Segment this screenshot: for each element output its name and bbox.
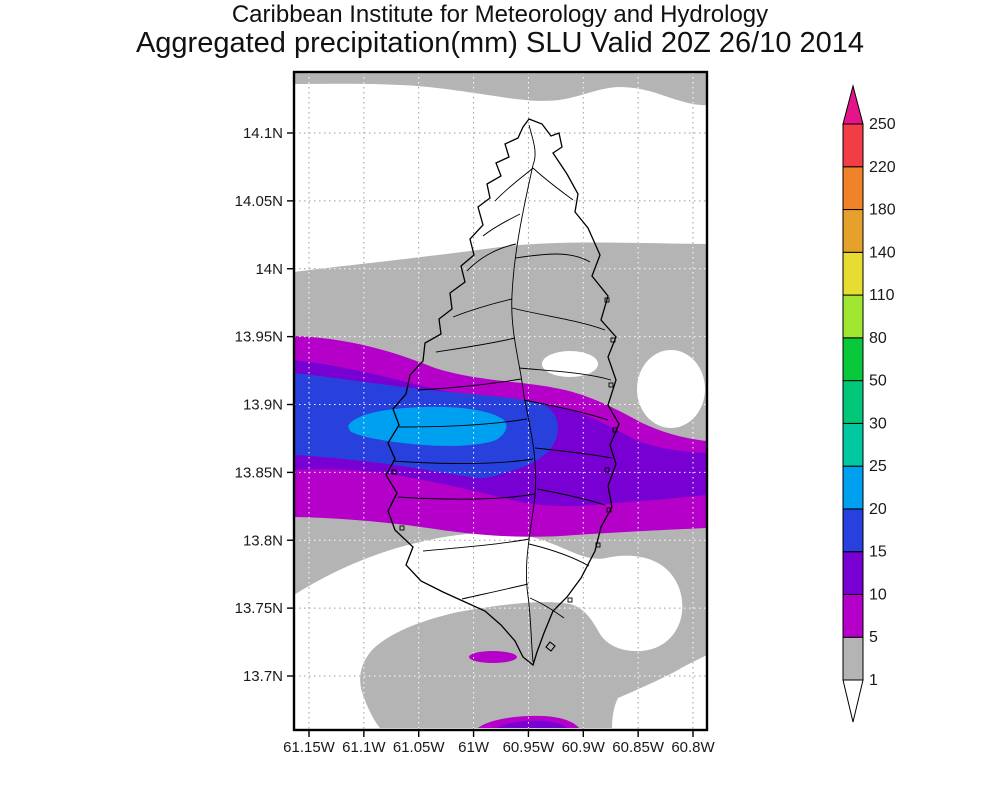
- precip-region-1-5mm-north: [294, 72, 707, 106]
- colorbar-level-label: 15: [869, 544, 887, 561]
- colorbar-segment: [842, 251, 864, 296]
- colorbar-segment: [842, 380, 864, 424]
- colorbar-level-label: 80: [869, 330, 887, 347]
- colorbar-level-label: 10: [869, 586, 887, 603]
- x-axis: 61.15W 61.1W 61.05W 61W 60.95W 60.9W 60.85W 60.…: [283, 730, 716, 756]
- colorbar-segment: [842, 465, 864, 510]
- colorbar-segment: [842, 636, 864, 681]
- precip-patch-south-edge-inner: [496, 720, 567, 728]
- x-tick-label: 61.1W: [342, 739, 386, 756]
- colorbar-level-label: 1: [869, 672, 878, 689]
- colorbar-segment: [842, 508, 864, 553]
- colorbar-segment: [842, 123, 864, 168]
- institute-title: Caribbean Institute for Meteorology and …: [231, 1, 769, 28]
- colorbar-level-label: 180: [869, 202, 896, 219]
- precipitation-contours: [294, 72, 707, 728]
- x-tick-label: 60.95W: [503, 739, 556, 756]
- offshore-islet: [545, 641, 556, 652]
- colorbar-segment: [842, 337, 864, 382]
- x-tick-label: 60.9W: [562, 739, 606, 756]
- colorbar-segment: [842, 593, 864, 638]
- colorbar-level-label: 50: [869, 373, 887, 390]
- y-tick-label: 13.7N: [243, 668, 283, 685]
- colorbar-segment: [842, 294, 864, 339]
- x-tick-label: 61.05W: [393, 739, 446, 756]
- colorbar-level-label: 25: [869, 458, 887, 475]
- x-tick-label: 61W: [458, 739, 490, 756]
- colorbar-level-label: 250: [869, 116, 896, 133]
- x-tick-label: 60.8W: [671, 739, 715, 756]
- colorbar-level-label: 20: [869, 501, 887, 518]
- y-tick-label: 13.85N: [235, 464, 283, 481]
- colorbar-arrow-over: [842, 84, 864, 125]
- y-tick-label: 13.9N: [243, 397, 283, 414]
- coastal-settlement-marks: [391, 297, 618, 603]
- colorbar-segment: [842, 551, 864, 595]
- product-title: Aggregated precipitation(mm) SLU Valid 2…: [135, 27, 865, 59]
- map-titles: Caribbean Institute for Meteorology and …: [0, 1, 1000, 59]
- colorbar-level-label: 220: [869, 159, 896, 176]
- plot-frame: [292, 70, 709, 732]
- colorbar-arrow-under: [842, 679, 864, 723]
- y-tick-label: 13.8N: [243, 532, 283, 549]
- y-tick-label: 14N: [255, 261, 283, 278]
- colorbar-segment: [842, 166, 864, 211]
- colorbar-segment: [842, 422, 864, 467]
- colorbar-level-label: 110: [869, 287, 895, 304]
- dry-hole-east: [637, 350, 705, 428]
- y-tick-label: 13.95N: [235, 329, 283, 346]
- watershed-boundaries: [392, 124, 613, 663]
- y-tick-label: 14.1N: [243, 125, 283, 142]
- y-axis: 14.1N 14.05N 14N 13.95N 13.9N 13.85N 13.8N 13.7…: [235, 125, 294, 685]
- y-tick-label: 14.05N: [235, 193, 283, 210]
- colorbar-segment: [842, 209, 864, 253]
- saint-lucia-overlay: [385, 118, 620, 667]
- island-coastline: [385, 118, 620, 667]
- x-tick-label: 60.85W: [612, 739, 665, 756]
- dry-hole-west: [542, 351, 598, 377]
- colorbar-level-label: 30: [869, 415, 887, 432]
- y-tick-label: 13.75N: [235, 600, 283, 617]
- colorbar-level-label: 5: [869, 629, 878, 646]
- x-tick-label: 61.15W: [283, 739, 336, 756]
- colorbar-level-label: 140: [869, 244, 896, 261]
- precip-spot-south: [469, 651, 517, 663]
